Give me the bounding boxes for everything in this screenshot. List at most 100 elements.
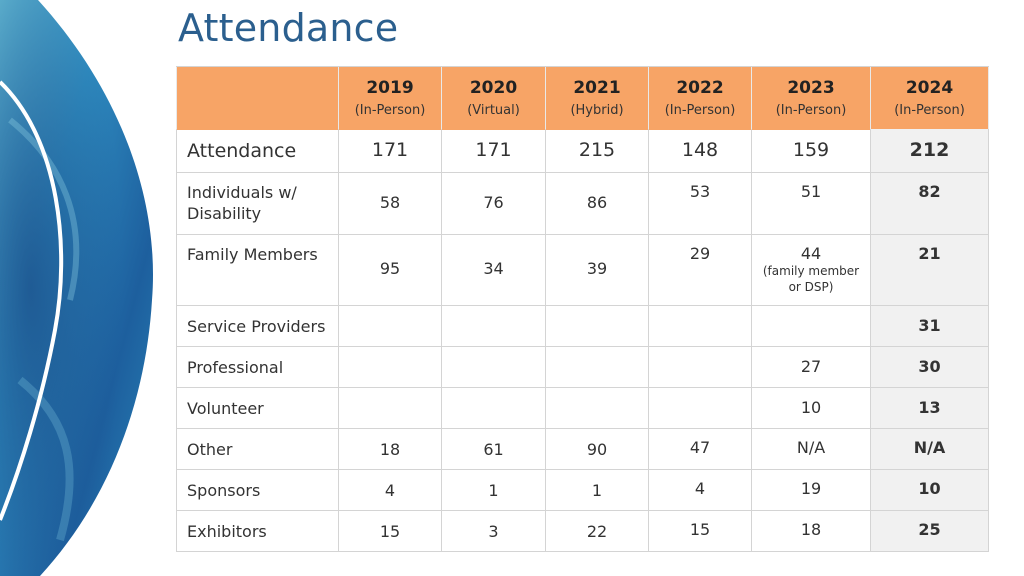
cell-value: 34 bbox=[483, 259, 504, 278]
cell-value: 90 bbox=[586, 440, 608, 459]
header-corner-cell bbox=[176, 67, 338, 130]
value-cell: 25 bbox=[870, 511, 989, 552]
row-label-cell: Professional bbox=[176, 347, 338, 388]
cell-value: 53 bbox=[689, 182, 711, 201]
row-label-cell: Service Providers bbox=[176, 306, 338, 347]
value-cell: 21 bbox=[870, 235, 989, 306]
row-label: Service Providers bbox=[187, 317, 326, 336]
row-label: Other bbox=[187, 440, 233, 459]
row-label-cell: Other bbox=[176, 429, 338, 470]
value-cell: 61 bbox=[441, 429, 545, 470]
cell-value: 51 bbox=[800, 182, 822, 201]
value-cell: 148 bbox=[648, 129, 751, 173]
column-year: 2019 bbox=[366, 78, 414, 98]
cell-value: 10 bbox=[918, 479, 941, 498]
header-cell: 2021 (Hybrid) bbox=[545, 67, 648, 130]
decorative-watercolor-arc bbox=[0, 0, 154, 576]
column-year: 2022 bbox=[676, 78, 724, 98]
value-cell: 58 bbox=[338, 173, 441, 235]
value-cell bbox=[545, 347, 648, 388]
value-cell: 171 bbox=[441, 129, 545, 173]
cell-value: 1 bbox=[488, 481, 499, 500]
value-cell bbox=[338, 347, 441, 388]
column-format: (In-Person) bbox=[894, 103, 965, 118]
value-cell: 159 bbox=[751, 129, 870, 173]
cell-value: 171 bbox=[475, 139, 512, 161]
cell-value: 212 bbox=[909, 139, 950, 161]
row-label-cell: Volunteer bbox=[176, 388, 338, 429]
value-cell: 171 bbox=[338, 129, 441, 173]
column-year: 2020 bbox=[469, 78, 518, 98]
row-label: Professional bbox=[187, 358, 284, 377]
row-label-cell: Attendance bbox=[176, 129, 338, 173]
value-cell: 4 bbox=[338, 470, 441, 511]
value-cell: 27 bbox=[751, 347, 870, 388]
cell-value: 159 bbox=[792, 139, 830, 161]
value-cell: 53 bbox=[648, 173, 751, 235]
column-format: (In-Person) bbox=[664, 103, 736, 118]
value-cell: 10 bbox=[751, 388, 870, 429]
value-cell bbox=[441, 388, 545, 429]
cell-value: 4 bbox=[694, 479, 706, 498]
table-row: Sponsors 4 1 1 4 19 10 bbox=[176, 470, 989, 511]
cell-value: 21 bbox=[918, 244, 941, 263]
value-cell: 1 bbox=[545, 470, 648, 511]
value-cell bbox=[648, 388, 751, 429]
column-format: (Hybrid) bbox=[570, 103, 624, 118]
value-cell: 86 bbox=[545, 173, 648, 235]
cell-value: 39 bbox=[586, 259, 608, 278]
value-cell: 76 bbox=[441, 173, 545, 235]
value-cell: 215 bbox=[545, 129, 648, 173]
cell-value: 171 bbox=[371, 139, 409, 161]
table-row: Individuals w/ Disability 58 76 86 53 51 82 bbox=[176, 173, 989, 235]
row-label: Individuals w/ Disability bbox=[187, 183, 297, 223]
value-cell: 90 bbox=[545, 429, 648, 470]
value-cell: 4 bbox=[648, 470, 751, 511]
value-cell: 95 bbox=[338, 235, 441, 306]
cell-value: 4 bbox=[384, 481, 396, 500]
value-cell: 18 bbox=[751, 511, 870, 552]
header-cell: 2023 (In-Person) bbox=[751, 67, 870, 130]
cell-value: 44 bbox=[800, 244, 822, 263]
table-row: Other 18 61 90 47 N/A N/A bbox=[176, 429, 989, 470]
page-title: Attendance bbox=[178, 6, 399, 50]
value-cell bbox=[545, 388, 648, 429]
value-cell: 51 bbox=[751, 173, 870, 235]
cell-value: 31 bbox=[918, 316, 941, 335]
column-format: (In-Person) bbox=[354, 103, 426, 118]
row-label-cell: Sponsors bbox=[176, 470, 338, 511]
column-format: (In-Person) bbox=[775, 103, 847, 118]
column-year: 2023 bbox=[787, 78, 835, 98]
table-row: Volunteer 10 13 bbox=[176, 388, 989, 429]
value-cell: 15 bbox=[648, 511, 751, 552]
row-label-cell: Exhibitors bbox=[176, 511, 338, 552]
table-row: Service Providers 31 bbox=[176, 306, 989, 347]
header-cell: 2022 (In-Person) bbox=[648, 67, 751, 130]
cell-value: 58 bbox=[379, 193, 401, 212]
table-row: Attendance 171 171 215 148 159 212 bbox=[176, 129, 989, 173]
value-cell bbox=[545, 306, 648, 347]
row-label: Volunteer bbox=[187, 399, 264, 418]
value-cell: 22 bbox=[545, 511, 648, 552]
value-cell: 31 bbox=[870, 306, 989, 347]
cell-value: 27 bbox=[800, 357, 822, 376]
column-year: 2024 bbox=[905, 78, 954, 98]
row-label: Exhibitors bbox=[187, 522, 267, 541]
cell-value: 76 bbox=[483, 193, 504, 212]
value-cell: 44 (family member or DSP) bbox=[751, 235, 870, 306]
value-cell: 82 bbox=[870, 173, 989, 235]
cell-value: 148 bbox=[681, 139, 719, 161]
header-cell: 2019 (In-Person) bbox=[338, 67, 441, 130]
value-cell: 19 bbox=[751, 470, 870, 511]
table-row: Professional 27 30 bbox=[176, 347, 989, 388]
value-cell: 47 bbox=[648, 429, 751, 470]
value-cell bbox=[751, 306, 870, 347]
cell-value: 1 bbox=[591, 481, 603, 500]
value-cell: 212 bbox=[870, 129, 989, 173]
cell-value: 19 bbox=[800, 479, 822, 498]
cell-value: 18 bbox=[800, 520, 822, 539]
table-row: Family Members 95 34 39 29 44 (family member o… bbox=[176, 235, 989, 306]
row-label-cell: Individuals w/ Disability bbox=[176, 173, 338, 235]
row-label: Family Members bbox=[187, 245, 318, 264]
cell-value: 47 bbox=[689, 438, 711, 457]
